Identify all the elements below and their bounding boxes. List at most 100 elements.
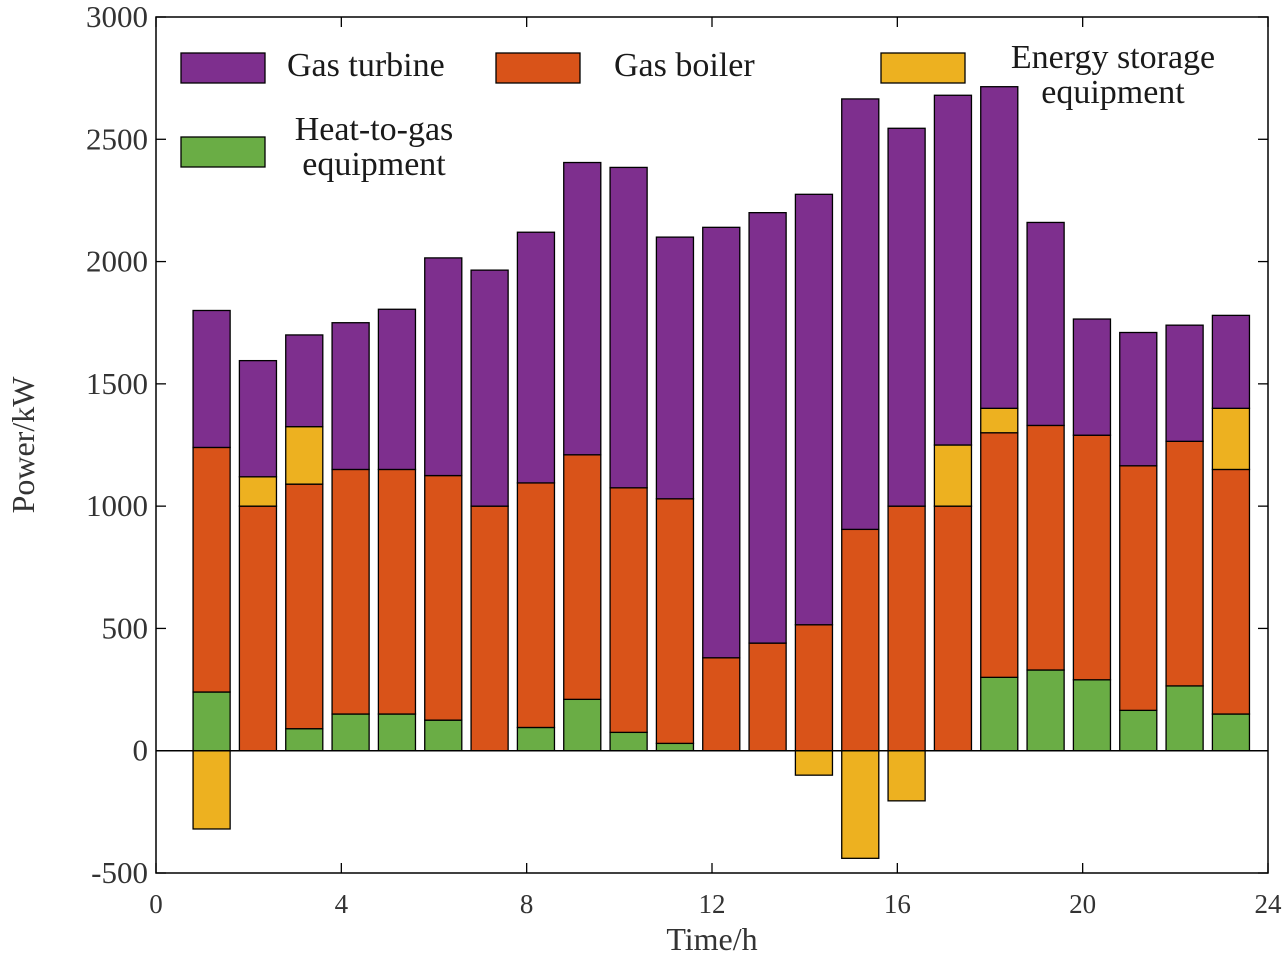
bar-gas-turbine-t7 — [470, 269, 509, 507]
bar-gas-boiler-t6 — [424, 474, 463, 721]
bar-gas-turbine-t17 — [933, 94, 973, 446]
bar-gas-turbine-t14 — [794, 193, 834, 626]
bar-gas-turbine-t15 — [841, 98, 880, 531]
bar-gas-turbine-t3 — [285, 334, 324, 428]
bar-gas-turbine-t21 — [1119, 331, 1158, 467]
x-tick-label: 4 — [335, 889, 349, 919]
x-axis-label: Time/h — [666, 921, 757, 957]
bar-gas-boiler-t19 — [1026, 424, 1065, 671]
bar-energy-storage-equipment-t1 — [192, 750, 231, 830]
y-tick-label: 2500 — [86, 121, 148, 156]
bar-heat-to-gas-equipment-t19 — [1026, 669, 1065, 752]
bar-gas-turbine-t20 — [1072, 318, 1112, 436]
x-tick-label: 12 — [699, 889, 726, 919]
legend-label: Gas turbine — [287, 47, 445, 84]
bar-gas-turbine-t6 — [424, 257, 463, 477]
legend-swatch-gas-turbine — [180, 52, 266, 84]
bar-gas-boiler-t7 — [470, 505, 509, 752]
bars-layer — [192, 86, 1251, 859]
legend-label: Heat-to-gas — [295, 111, 454, 148]
bar-gas-turbine-t19 — [1026, 221, 1065, 427]
bar-gas-boiler-t22 — [1165, 440, 1204, 687]
legend-item-gas-turbine: Gas turbine — [180, 47, 445, 84]
bar-gas-boiler-t4 — [331, 468, 370, 715]
x-tick-label: 24 — [1255, 889, 1283, 919]
bar-energy-storage-equipment-t14 — [794, 750, 834, 776]
legend-label: equipment — [1041, 74, 1185, 111]
bar-heat-to-gas-equipment-t4 — [331, 713, 370, 752]
bar-heat-to-gas-equipment-t22 — [1165, 685, 1204, 752]
bar-gas-boiler-t9 — [563, 454, 602, 701]
bar-gas-boiler-t1 — [192, 446, 231, 693]
bar-gas-boiler-t18 — [980, 432, 1019, 678]
bar-gas-boiler-t11 — [655, 498, 695, 745]
bar-gas-boiler-t12 — [702, 657, 741, 752]
legend-item-gas-boiler: Gas boiler — [495, 47, 755, 84]
y-tick-label: -500 — [91, 855, 148, 890]
x-tick-label: 8 — [520, 889, 534, 919]
bar-gas-boiler-t13 — [748, 642, 787, 752]
bar-gas-turbine-t11 — [655, 236, 695, 500]
bar-heat-to-gas-equipment-t9 — [563, 698, 602, 752]
bar-gas-boiler-t2 — [238, 505, 278, 752]
bar-heat-to-gas-equipment-t20 — [1072, 679, 1112, 752]
bar-gas-boiler-t8 — [516, 482, 556, 729]
bar-energy-storage-equipment-t16 — [887, 750, 926, 802]
bar-heat-to-gas-equipment-t23 — [1211, 713, 1251, 752]
y-tick-label: 0 — [133, 733, 149, 768]
y-tick-label: 500 — [102, 610, 149, 645]
y-tick-label: 1000 — [86, 488, 148, 523]
bar-heat-to-gas-equipment-t5 — [377, 713, 417, 752]
bar-heat-to-gas-equipment-t11 — [655, 742, 695, 752]
legend-swatch-energy-storage-equipment — [880, 52, 966, 84]
bar-heat-to-gas-equipment-t18 — [980, 676, 1019, 752]
bar-heat-to-gas-equipment-t8 — [516, 726, 556, 752]
y-tick-label: 2000 — [86, 244, 148, 279]
legend-label: equipment — [302, 146, 446, 183]
bar-gas-turbine-t12 — [702, 226, 741, 659]
y-tick-label: 3000 — [86, 0, 148, 34]
y-axis-label: Power/kW — [5, 376, 41, 514]
bar-gas-turbine-t8 — [516, 231, 556, 484]
x-tick-label: 0 — [149, 889, 163, 919]
legend: Gas turbine Gas boiler Energy storageequip… — [180, 39, 1215, 183]
bar-gas-turbine-t22 — [1165, 324, 1204, 442]
bar-gas-boiler-t5 — [377, 468, 417, 715]
x-tick-label: 20 — [1069, 889, 1096, 919]
bar-gas-turbine-t23 — [1211, 314, 1251, 409]
bar-gas-boiler-t10 — [609, 487, 648, 734]
bar-gas-turbine-t10 — [609, 166, 648, 489]
bar-gas-boiler-t14 — [794, 624, 834, 752]
bar-gas-turbine-t9 — [563, 161, 602, 456]
legend-label: Gas boiler — [614, 47, 755, 84]
legend-swatch-gas-boiler — [495, 52, 581, 84]
bar-gas-boiler-t23 — [1211, 468, 1251, 715]
bar-gas-boiler-t21 — [1119, 465, 1158, 712]
bar-heat-to-gas-equipment-t10 — [609, 731, 648, 752]
bar-energy-storage-equipment-t2 — [238, 476, 278, 507]
bar-gas-turbine-t18 — [980, 86, 1019, 409]
bar-gas-turbine-t13 — [748, 212, 787, 644]
bar-heat-to-gas-equipment-t6 — [424, 719, 463, 752]
bar-gas-boiler-t15 — [841, 528, 880, 752]
bar-energy-storage-equipment-t18 — [980, 407, 1019, 434]
bar-gas-turbine-t1 — [192, 309, 231, 449]
x-tick-label: 16 — [884, 889, 911, 919]
bar-gas-turbine-t16 — [887, 127, 926, 507]
bar-energy-storage-equipment-t3 — [285, 426, 324, 485]
legend-label: Energy storage — [1011, 39, 1215, 76]
bar-gas-boiler-t17 — [933, 505, 973, 752]
bar-gas-boiler-t16 — [887, 505, 926, 752]
bar-heat-to-gas-equipment-t1 — [192, 691, 231, 752]
bar-heat-to-gas-equipment-t3 — [285, 728, 324, 752]
bar-gas-boiler-t3 — [285, 483, 324, 730]
y-tick-label: 1500 — [86, 366, 148, 401]
bar-energy-storage-equipment-t15 — [841, 750, 880, 859]
legend-swatch-heat-to-gas-equipment — [180, 136, 266, 168]
bar-gas-turbine-t5 — [377, 308, 417, 471]
bar-gas-turbine-t4 — [331, 322, 370, 471]
